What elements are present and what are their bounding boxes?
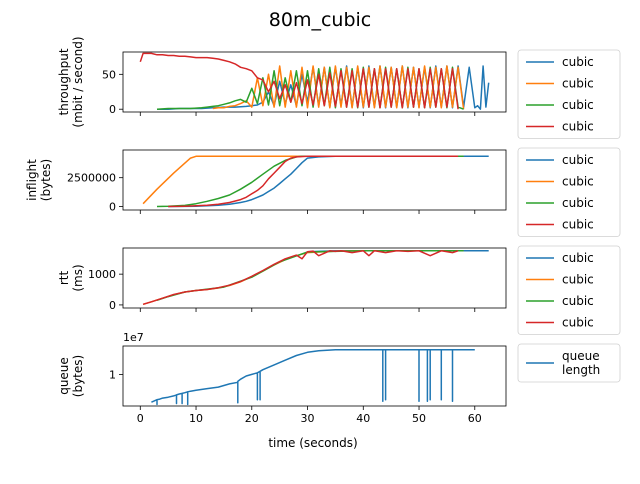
throughput-legend-label-2-0: cubic	[562, 98, 594, 112]
throughput-legend-box	[517, 49, 621, 139]
queue-legend-box	[517, 343, 621, 383]
inflight-legend-label-0-0: cubic	[562, 153, 594, 167]
inflight-legend-label-3-0: cubic	[562, 218, 594, 232]
inflight-legend-label-2-0: cubic	[562, 196, 594, 210]
inflight-axes-frame	[122, 149, 507, 211]
queue-legend-label-0-1: length	[562, 363, 600, 377]
rtt-y-label-line-1: (ms)	[71, 264, 85, 291]
rtt-series-line-2	[156, 250, 464, 302]
inflight-y-label-line-1: (bytes)	[39, 159, 53, 201]
rtt-legend: cubic cubic cubic cubic	[517, 245, 621, 335]
figure-title: 80m_cubic	[269, 9, 371, 31]
queue-series-line-0	[151, 349, 475, 406]
x-tick-label-4: 40	[356, 412, 370, 425]
rtt-legend-label-1-0: cubic	[562, 273, 594, 287]
rtt-legend-label-2-0: cubic	[562, 294, 594, 308]
inflight-y-tick-label-0: 0	[109, 201, 116, 214]
inflight-series-line-1	[142, 155, 464, 205]
throughput-legend: cubic cubic cubic cubic	[517, 49, 621, 139]
rtt-legend-label-0-0: cubic	[562, 251, 594, 265]
throughput-y-label-line-0: throughput	[57, 48, 71, 115]
queue-axes-frame	[122, 345, 507, 407]
rtt-axes-frame	[122, 247, 507, 309]
queue-y-tick-label-0: 1	[109, 368, 116, 381]
throughput-y-label-line-1: (mbit / second)	[71, 36, 85, 127]
inflight-series	[142, 155, 489, 208]
x-tick-label-5: 50	[412, 412, 426, 425]
rtt-series-line-3	[142, 250, 459, 306]
rtt-series	[142, 250, 489, 306]
throughput-series-line-3	[139, 52, 459, 110]
x-tick-label-6: 60	[468, 412, 482, 425]
throughput-y-tick-label-0: 0	[109, 103, 116, 116]
x-tick-label-0: 0	[137, 412, 144, 425]
inflight-series-line-3	[168, 155, 459, 208]
inflight-y-label-line-0: inflight	[25, 159, 39, 201]
queue-y-label-line-1: (bytes)	[71, 355, 85, 397]
rtt-y-tick-label-0: 0	[109, 299, 116, 312]
panel-rtt: 0 1000 rtt (ms) cubic cubic cubic cubic	[57, 245, 621, 335]
inflight-series-line-2	[156, 155, 464, 208]
x-tick-label-3: 30	[301, 412, 315, 425]
inflight-legend-label-1-0: cubic	[562, 175, 594, 189]
rtt-y-label-line-0: rtt	[57, 271, 71, 286]
x-tick-label-1: 10	[189, 412, 203, 425]
inflight-y-tick-label-1: 2500000	[67, 172, 116, 185]
inflight-legend-box	[517, 147, 621, 237]
x-axis-label: time (seconds)	[268, 436, 357, 450]
throughput-legend-label-1-0: cubic	[562, 77, 594, 91]
queue-legend-label-0-0: queue	[562, 349, 600, 363]
rtt-y-tick-label-1: 1000	[88, 268, 116, 281]
rtt-legend-box	[517, 245, 621, 335]
rtt-series-line-1	[142, 250, 464, 306]
throughput-series	[139, 52, 490, 110]
queue-y-label-line-0: queue	[57, 357, 71, 395]
throughput-axes-frame	[122, 51, 507, 113]
x-tick-label-2: 20	[245, 412, 259, 425]
throughput-legend-label-0-0: cubic	[562, 55, 594, 69]
queue-series	[151, 349, 475, 406]
queue-offset-text: 1e7	[123, 331, 144, 344]
inflight-legend: cubic cubic cubic cubic	[517, 147, 621, 237]
throughput-legend-label-3-0: cubic	[562, 120, 594, 134]
throughput-y-tick-label-1: 50	[102, 68, 116, 81]
rtt-legend-label-3-0: cubic	[562, 316, 594, 330]
